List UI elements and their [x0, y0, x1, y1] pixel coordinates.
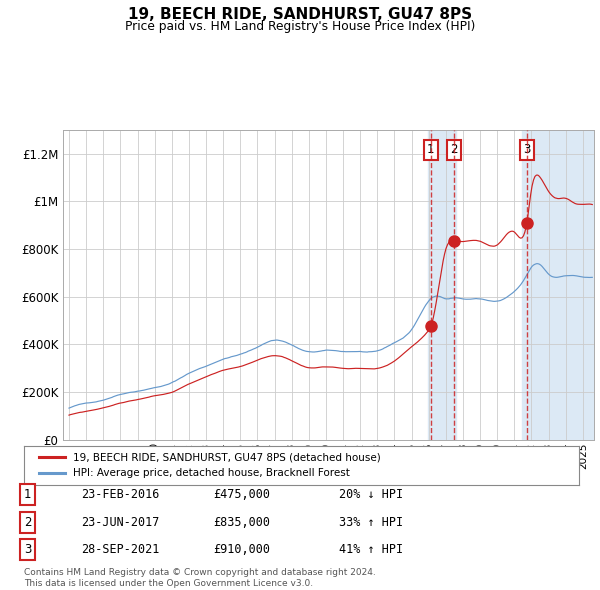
Text: Contains HM Land Registry data © Crown copyright and database right 2024.
This d: Contains HM Land Registry data © Crown c…	[24, 568, 376, 588]
Text: 1: 1	[24, 488, 31, 501]
Text: £475,000: £475,000	[213, 488, 270, 501]
Text: 1: 1	[427, 143, 434, 156]
Text: 3: 3	[24, 543, 31, 556]
Bar	[428, 130, 456, 440]
Legend: 19, BEECH RIDE, SANDHURST, GU47 8PS (detached house), HPI: Average price, detach: 19, BEECH RIDE, SANDHURST, GU47 8PS (det…	[35, 448, 385, 483]
Text: 2: 2	[24, 516, 31, 529]
Text: 28-SEP-2021: 28-SEP-2021	[81, 543, 160, 556]
Text: 33% ↑ HPI: 33% ↑ HPI	[339, 516, 403, 529]
Text: £910,000: £910,000	[213, 543, 270, 556]
Text: 3: 3	[523, 143, 530, 156]
Text: 20% ↓ HPI: 20% ↓ HPI	[339, 488, 403, 501]
Text: 23-FEB-2016: 23-FEB-2016	[81, 488, 160, 501]
Text: 2: 2	[450, 143, 458, 156]
Text: 23-JUN-2017: 23-JUN-2017	[81, 516, 160, 529]
Text: Price paid vs. HM Land Registry's House Price Index (HPI): Price paid vs. HM Land Registry's House …	[125, 20, 475, 33]
Text: 19, BEECH RIDE, SANDHURST, GU47 8PS: 19, BEECH RIDE, SANDHURST, GU47 8PS	[128, 7, 472, 22]
Text: 41% ↑ HPI: 41% ↑ HPI	[339, 543, 403, 556]
Bar	[522, 130, 593, 440]
Text: £835,000: £835,000	[213, 516, 270, 529]
